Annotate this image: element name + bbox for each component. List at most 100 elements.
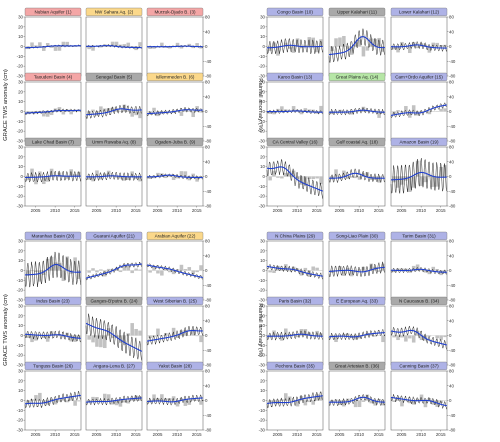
rainfall-bar <box>199 46 203 49</box>
rainfall-bar <box>134 46 138 51</box>
y-tick-label: -20 <box>259 353 266 358</box>
panel: Great Artesian B. (36) 2005 2010 2015 <box>328 361 386 437</box>
rainfall-bar <box>99 176 103 180</box>
rainfall-bar <box>191 46 195 49</box>
panel-title: Nubian Aquifer (1) <box>34 10 71 15</box>
rainfall-bar <box>77 400 81 402</box>
chart-block-top-right: Congo Basin (10) -30 -20 -10 0 10 20 30 Upper Ka… <box>259 7 456 213</box>
rainfall-bar <box>338 266 342 271</box>
y-tick-label: -30 <box>259 363 266 368</box>
tws-series-line <box>146 263 203 280</box>
y-tick-label: -10 <box>17 184 24 189</box>
y-tick-label: -30 <box>17 74 24 79</box>
panel: CA Central Valley (16) -30 -20 -10 0 10 20 30 20… <box>259 137 324 213</box>
panel-title-box <box>24 296 82 306</box>
y2-tick-label: 0 <box>449 44 452 49</box>
trend-line <box>146 329 203 342</box>
panel-title: Great Artesian B. (36) <box>335 364 380 369</box>
panel-title-box <box>146 361 204 371</box>
rainfall-bar <box>118 400 123 407</box>
panel-title-box <box>266 72 324 82</box>
y-tick-label: 30 <box>260 369 265 374</box>
panel-title: Tarim Basin (31) <box>402 234 436 239</box>
trend-line <box>328 332 385 338</box>
rainfall-bar <box>114 335 119 338</box>
panel-title-box <box>266 231 324 241</box>
rainfall-bar <box>134 176 138 179</box>
rainfall-bar <box>435 400 439 407</box>
y-tick-label: 30 <box>18 239 23 244</box>
rainfall-bar <box>57 46 62 51</box>
panel-title-box <box>390 361 448 371</box>
rainfall-bar <box>187 267 192 271</box>
x-tick-label: 2010 <box>111 432 121 437</box>
rainfall-bar <box>268 176 272 181</box>
y2-tick-label: -40 <box>449 189 456 194</box>
y2-tick-label: 0 <box>449 174 452 179</box>
rainfall-bar <box>431 266 436 271</box>
panel-title-box <box>266 361 324 371</box>
rainfall-bar <box>338 400 342 406</box>
rainfall-bar <box>411 176 416 188</box>
rainfall-bar <box>138 269 142 271</box>
rainfall-bar <box>423 176 428 183</box>
x-tick-label: 2005 <box>397 432 407 437</box>
y2-tick-label: -40 <box>205 283 212 288</box>
trend-line <box>24 333 81 339</box>
x-tick-label: 2005 <box>273 432 283 437</box>
tws-series-line <box>85 171 143 182</box>
rainfall-bar <box>299 270 304 276</box>
trend-line <box>390 104 447 116</box>
rainfall-bar <box>369 400 374 404</box>
panel: N Caucasus B. (34) -80 -40 0 40 80 <box>390 296 456 368</box>
y-tick-label: 10 <box>18 164 23 169</box>
x-tick-label: 2015 <box>374 432 384 437</box>
rainfall-bar <box>148 270 152 273</box>
rainfall-bar <box>315 394 319 401</box>
y2-tick-label: 80 <box>205 80 210 85</box>
y-tick-label: 0 <box>263 268 266 273</box>
rainfall-bar <box>69 335 73 342</box>
y2-tick-label: 40 <box>449 253 454 258</box>
rainfall-bar <box>392 46 396 50</box>
y-tick-label: 30 <box>260 15 265 20</box>
panel: Cam+Ordo Aquifer (15) -80 -40 0 40 80 <box>390 72 456 144</box>
rainfall-bar <box>427 270 432 275</box>
rainfall-bar <box>280 106 284 112</box>
y2-tick-label: -40 <box>205 348 212 353</box>
y-tick-label: 30 <box>18 304 23 309</box>
rainfall-bar <box>435 42 439 47</box>
panel-title-box <box>328 296 386 306</box>
x-tick-label: 2015 <box>312 432 322 437</box>
rainfall-bar <box>311 176 315 180</box>
panel-title: Ogaden-Juba B. (9) <box>155 140 196 145</box>
rainfall-bar <box>45 335 50 342</box>
y-tick-label: 30 <box>260 239 265 244</box>
rainfall-bar <box>381 335 385 343</box>
rainfall-bar <box>423 270 428 273</box>
rainfall-bar <box>361 106 366 112</box>
rainfall-bar <box>342 270 346 276</box>
rainfall-bar <box>49 111 54 116</box>
rainfall-bar <box>95 270 99 273</box>
rainfall-bar <box>110 335 115 339</box>
y2-tick-label: 80 <box>205 369 210 374</box>
rainfall-bar <box>99 335 103 348</box>
rainfall-bar <box>342 333 346 336</box>
y-tick-label: 20 <box>18 313 23 318</box>
y-tick-label: 30 <box>260 145 265 150</box>
rainfall-bar <box>95 335 99 347</box>
y2-tick-label: -80 <box>449 363 456 368</box>
rainfall-bar <box>122 335 127 346</box>
rainfall-bar <box>99 269 103 271</box>
rainfall-bar <box>30 399 34 401</box>
rainfall-bar <box>396 110 400 112</box>
y2-tick-label: 80 <box>449 80 454 85</box>
y-tick-label: -20 <box>259 418 266 423</box>
trend-line <box>85 397 142 403</box>
rainfall-bar <box>195 43 199 47</box>
rainfall-bar <box>295 335 300 338</box>
rainfall-bar <box>295 176 300 179</box>
tws-series-line <box>24 251 82 288</box>
rainfall-bar <box>77 335 81 339</box>
